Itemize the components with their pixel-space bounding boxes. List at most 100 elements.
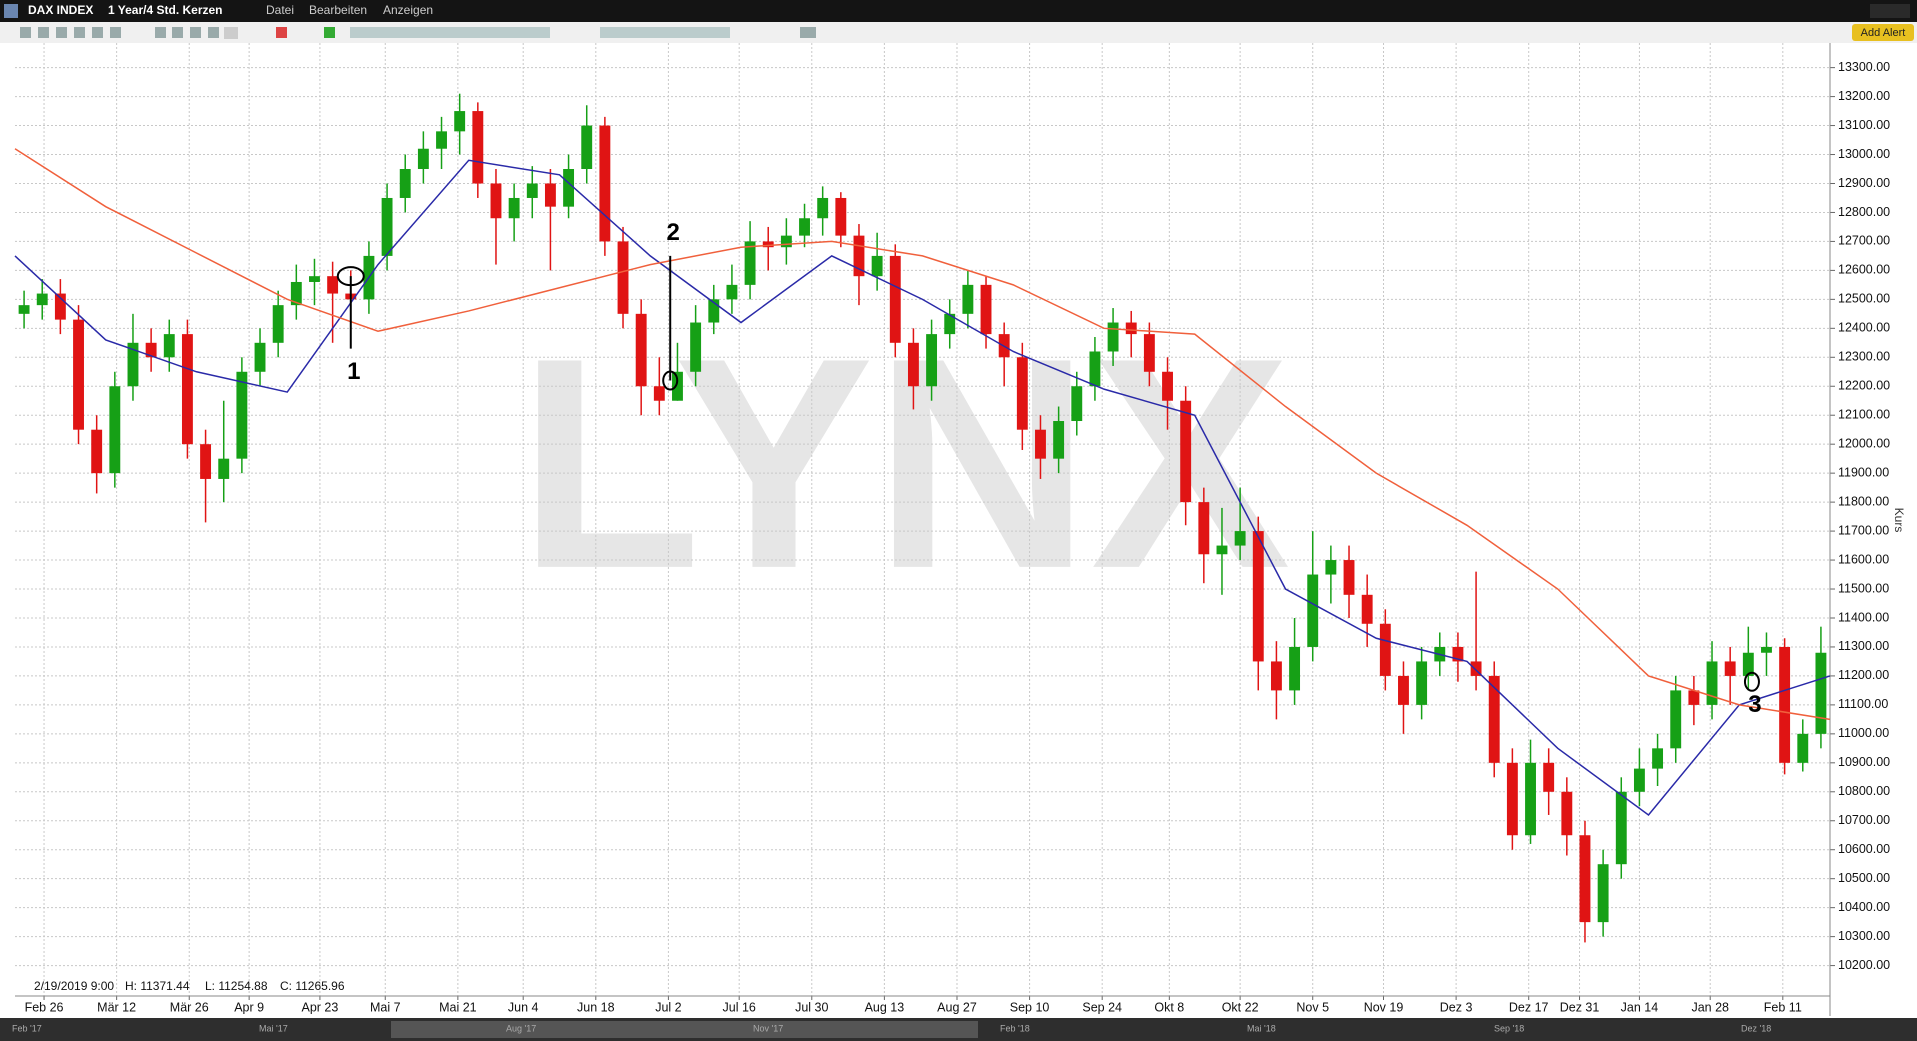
candle-body xyxy=(853,235,865,277)
y-tick-label: 11100.00 xyxy=(1838,697,1888,711)
annotation-label: 3 xyxy=(1748,691,1761,718)
candle-body xyxy=(236,371,248,459)
menu-item[interactable]: Datei xyxy=(266,3,294,17)
candle-body xyxy=(399,169,411,198)
candle-body xyxy=(1398,675,1409,705)
y-tick-label: 13000.00 xyxy=(1838,147,1890,161)
candle-body xyxy=(1543,762,1555,792)
x-tick-label: Dez 31 xyxy=(1560,1000,1600,1014)
toolbar xyxy=(0,22,1917,43)
x-tick-label: Aug 13 xyxy=(865,1000,905,1014)
add-alert-label[interactable]: Add Alert xyxy=(1861,27,1906,39)
candle-body xyxy=(454,111,466,132)
x-tick-label: Feb 26 xyxy=(25,1000,64,1014)
candle-body xyxy=(799,218,810,236)
annotation-label: 2 xyxy=(667,219,680,246)
candle-body xyxy=(1270,661,1282,691)
info-text: L: 11254.88 xyxy=(205,979,268,993)
candle-body xyxy=(490,183,502,219)
menu-item[interactable]: Bearbeiten xyxy=(309,3,367,17)
y-tick-label: 12600.00 xyxy=(1838,263,1890,277)
candle-body xyxy=(563,169,575,207)
candle-body xyxy=(1452,646,1464,662)
candle-body xyxy=(599,125,611,242)
x-tick-label: Dez 17 xyxy=(1509,1000,1549,1014)
candle-body xyxy=(1633,768,1645,792)
x-tick-label: Feb 11 xyxy=(1764,1000,1802,1014)
add-alert-button[interactable] xyxy=(1852,24,1914,41)
candle-body xyxy=(907,342,919,387)
x-tick-label: Okt 8 xyxy=(1154,1000,1184,1014)
info-text: 2/19/2019 9:00 xyxy=(34,979,114,993)
navigator-label: Sep '18 xyxy=(1494,1023,1524,1033)
candle-body xyxy=(762,241,774,248)
candle-body xyxy=(272,305,284,343)
candle-body xyxy=(889,255,901,343)
menu-item[interactable]: Anzeigen xyxy=(383,3,433,17)
candle-body xyxy=(1180,400,1192,503)
navigator-thumb[interactable] xyxy=(391,1021,978,1038)
x-tick-label: Mai 7 xyxy=(370,1000,401,1014)
candle-body xyxy=(1361,594,1373,624)
y-tick-label: 10700.00 xyxy=(1838,813,1890,827)
y-tick-label: 10400.00 xyxy=(1838,900,1890,914)
x-tick-label: Jun 4 xyxy=(508,1000,539,1014)
candle-body xyxy=(436,131,447,149)
candle-body xyxy=(708,299,720,323)
x-tick-label: Jul 16 xyxy=(723,1000,756,1014)
candle-body xyxy=(1688,690,1700,705)
y-tick-label: 10900.00 xyxy=(1838,755,1890,769)
candle-body xyxy=(780,235,792,248)
candle-body xyxy=(1252,531,1264,662)
candle-body xyxy=(1724,661,1736,676)
candle-body xyxy=(1379,623,1391,676)
candle-body xyxy=(145,342,157,358)
timeframe[interactable]: 1 Year/4 Std. Kerzen xyxy=(108,3,223,17)
candle-body xyxy=(1143,334,1155,372)
candle-body xyxy=(1325,560,1337,575)
navigator-label: Feb '18 xyxy=(1000,1023,1030,1033)
x-tick-label: Aug 27 xyxy=(937,1000,977,1014)
candle-body xyxy=(36,293,48,306)
candle-body xyxy=(526,183,538,198)
candle-body xyxy=(635,313,647,387)
candle-body xyxy=(1779,646,1791,763)
symbol[interactable]: DAX INDEX xyxy=(28,3,93,17)
y-tick-label: 13300.00 xyxy=(1838,60,1890,74)
y-tick-label: 11600.00 xyxy=(1838,552,1889,566)
window-controls[interactable] xyxy=(1870,4,1910,18)
y-tick-label: 12900.00 xyxy=(1838,176,1890,190)
candle-body xyxy=(1670,690,1682,749)
y-tick-label: 12200.00 xyxy=(1838,379,1890,393)
annotation-circle xyxy=(1743,671,1760,692)
candle-body xyxy=(944,313,956,335)
navigator-label: Nov '17 xyxy=(753,1023,783,1033)
candle-body xyxy=(980,284,992,335)
y-tick-label: 10200.00 xyxy=(1838,958,1890,972)
candle-body xyxy=(1289,646,1301,691)
annotation-label: 1 xyxy=(347,358,360,385)
candle-body xyxy=(871,255,883,277)
candle-body xyxy=(218,458,230,479)
candle-body xyxy=(1198,502,1210,555)
candle-body xyxy=(726,284,738,300)
candle-body xyxy=(1053,421,1065,459)
y-tick-label: 12500.00 xyxy=(1838,292,1890,306)
y-tick-label: 11900.00 xyxy=(1838,465,1889,479)
candle-body xyxy=(690,322,702,372)
navigator-label: Dez '18 xyxy=(1741,1023,1771,1033)
annotation-circle xyxy=(336,266,365,287)
candle-body xyxy=(18,305,30,314)
candle-body xyxy=(1761,646,1772,653)
x-tick-label: Dez 3 xyxy=(1440,1000,1473,1014)
x-tick-label: Okt 22 xyxy=(1222,1000,1259,1014)
y-tick-label: 12000.00 xyxy=(1838,436,1890,450)
y-tick-label: 12400.00 xyxy=(1838,321,1890,335)
candle-body xyxy=(1416,661,1428,705)
x-tick-label: Mai 21 xyxy=(439,1000,477,1014)
candle-body xyxy=(672,371,683,401)
candle-body xyxy=(508,197,520,219)
candle-body xyxy=(200,444,212,479)
candle-body xyxy=(1162,371,1173,401)
x-tick-label: Jul 2 xyxy=(655,1000,681,1014)
